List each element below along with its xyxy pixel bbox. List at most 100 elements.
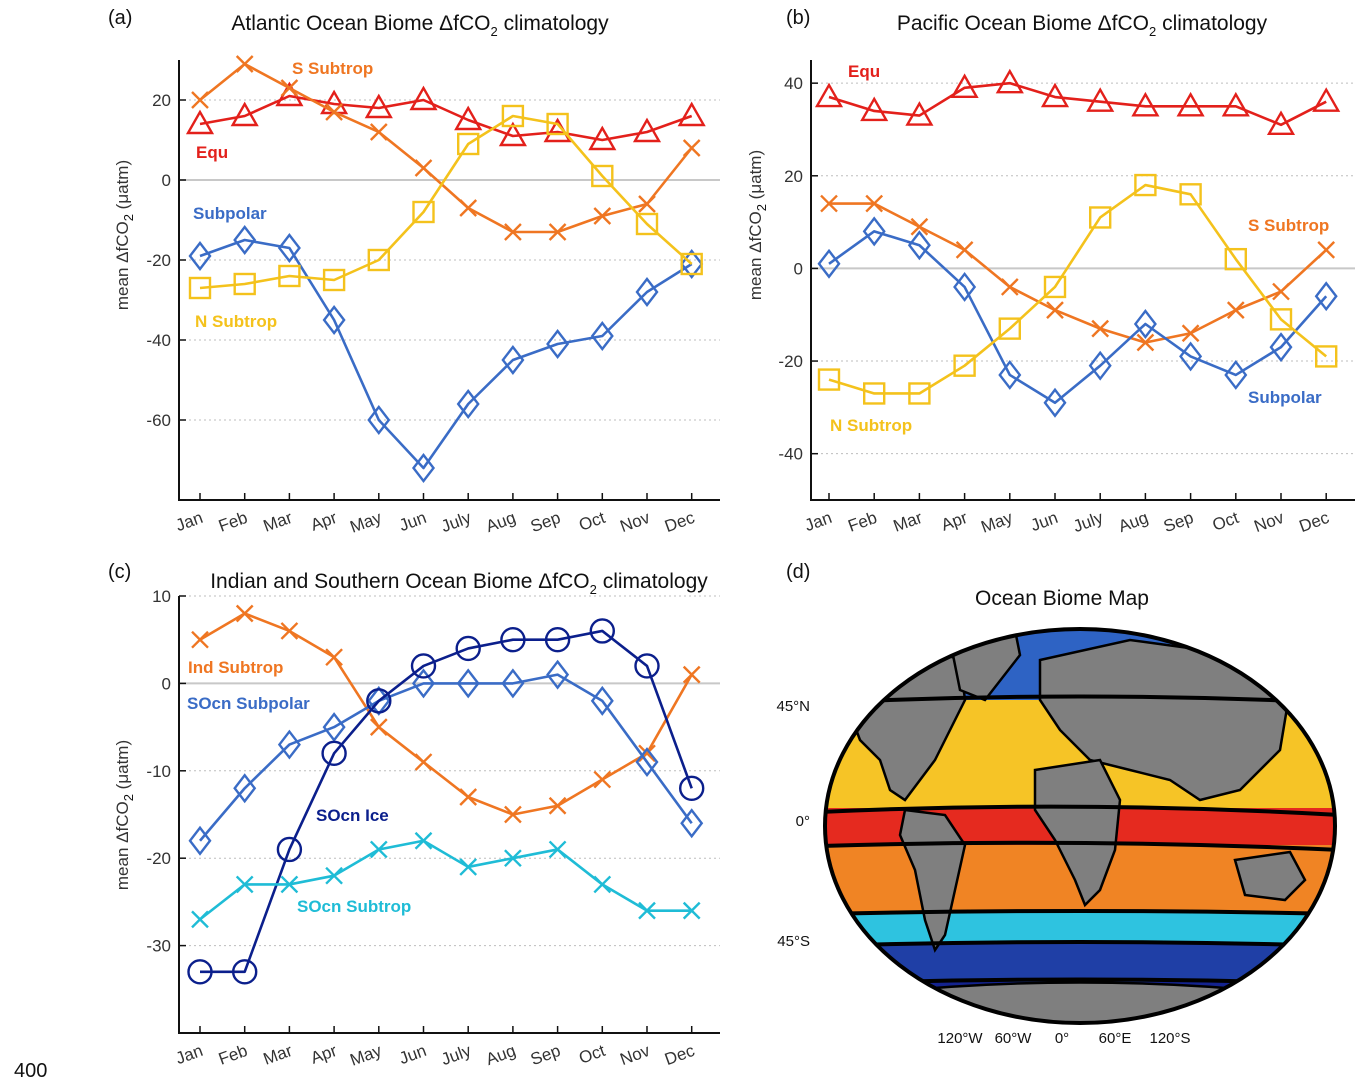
- data-point-x: [280, 622, 299, 640]
- data-point-x: [593, 875, 612, 894]
- panel-a-title: Atlantic Ocean Biome ΔfCO2 climatology: [231, 12, 609, 39]
- x-tick-label: Nov: [617, 1041, 652, 1069]
- data-point-diamond: [546, 329, 570, 359]
- data-point-square: [908, 382, 931, 405]
- data-point-x: [235, 55, 254, 73]
- x-tick-label: Dec: [662, 1041, 697, 1069]
- series-socn-ice: [187, 618, 705, 985]
- map-globe: [825, 629, 1335, 1023]
- data-point-square: [1088, 206, 1112, 229]
- page-number: 400: [14, 1060, 47, 1078]
- map-land-australia: [1233, 850, 1307, 902]
- data-point-circle: [276, 836, 303, 863]
- x-tick-label: July: [439, 1041, 474, 1069]
- data-point-circle: [231, 959, 258, 985]
- map-boundary-socn-subtrop: [825, 940, 1335, 948]
- data-point-x: [638, 195, 656, 213]
- data-point-x: [235, 604, 254, 623]
- series-subpolar: [817, 216, 1338, 418]
- panel-b-title: Pacific Ocean Biome ΔfCO2 climatology: [897, 12, 1268, 39]
- data-point-diamond: [233, 773, 257, 804]
- panel-b-s-subtrop-label: S Subtrop: [1248, 216, 1329, 235]
- x-tick-label: Jun: [397, 508, 429, 535]
- data-point-square: [278, 264, 301, 288]
- data-point-square: [322, 268, 346, 292]
- series-s-subtrop: [820, 194, 1336, 352]
- data-point-x: [325, 866, 343, 885]
- panel-a-letter: (a): [108, 7, 132, 29]
- map-outline: [823, 627, 1337, 1025]
- map-lon-label-60e: 60°E: [1099, 1030, 1132, 1047]
- data-point-circle: [321, 740, 347, 767]
- x-tick-label: Nov: [617, 508, 652, 536]
- panel-c-socn-subtrop-label: SOcn Subtrop: [297, 897, 411, 916]
- x-tick-label: Nov: [1251, 508, 1286, 536]
- data-point-x: [593, 207, 612, 225]
- data-point-circle: [634, 653, 660, 679]
- data-point-diamond: [862, 216, 886, 247]
- data-point-x: [910, 217, 929, 236]
- x-tick-label: Aug: [483, 1041, 518, 1069]
- data-point-x: [235, 875, 254, 894]
- data-point-circle: [187, 959, 213, 985]
- series-equ: [185, 81, 706, 151]
- x-tick-label: Oct: [1210, 508, 1242, 535]
- y-tick-label: 0: [162, 674, 171, 693]
- data-point-x: [459, 199, 478, 217]
- map-boundary-subpolar: [825, 694, 1335, 705]
- x-tick-label: Jan: [173, 508, 205, 535]
- data-point-diamond: [953, 271, 977, 302]
- series-s-subtrop: [191, 55, 701, 241]
- series-line: [199, 114, 693, 290]
- data-point-triangle: [632, 117, 662, 143]
- panel-b-subpolar-label: Subpolar: [1248, 388, 1322, 407]
- panel-c-indian-southern-chart: (c) Indian and Southern Ocean Biome ΔfCO…: [108, 561, 720, 1070]
- data-point-x: [191, 91, 209, 109]
- data-point-x: [682, 665, 701, 684]
- data-point-circle: [455, 635, 481, 662]
- data-point-square: [457, 132, 480, 156]
- data-point-square: [233, 272, 256, 296]
- x-tick-label: Feb: [216, 508, 250, 536]
- data-point-diamond: [1088, 350, 1112, 381]
- x-tick-label: Feb: [216, 1041, 250, 1069]
- series-line: [199, 238, 693, 470]
- x-tick-label: Feb: [846, 508, 880, 536]
- data-point-square: [953, 354, 976, 377]
- data-point-diamond: [501, 668, 525, 699]
- map-title: Ocean Biome Map: [975, 587, 1149, 610]
- axis-lines: [178, 596, 720, 1034]
- panel-a-s-subtrop-label: S Subtrop: [292, 59, 373, 78]
- data-point-diamond: [635, 277, 659, 307]
- series-ind-subtrop: [191, 604, 701, 824]
- data-point-diamond: [907, 230, 931, 261]
- data-point-diamond: [277, 233, 301, 263]
- series-line: [829, 202, 1328, 344]
- data-point-x: [191, 910, 209, 929]
- data-point-triangle: [1176, 91, 1205, 117]
- y-tick-label: -20: [146, 849, 171, 868]
- data-point-square: [1269, 308, 1293, 331]
- series-subpolar: [188, 225, 704, 483]
- data-point-x: [504, 849, 522, 868]
- data-point-diamond: [1224, 359, 1248, 390]
- data-point-diamond: [188, 825, 212, 856]
- y-tick-label: -20: [778, 352, 803, 371]
- panel-b-pacific-chart: (b) Pacific Ocean Biome ΔfCO2 climatolog…: [746, 7, 1355, 537]
- data-point-diamond: [322, 305, 346, 335]
- panel-c-y-axis-label: mean ΔfCO2 (μatm): [113, 740, 136, 890]
- data-point-diamond: [635, 747, 659, 778]
- panel-b-letter: (b): [786, 7, 810, 29]
- data-point-triangle: [677, 101, 706, 127]
- data-point-square: [998, 317, 1021, 340]
- data-point-triangle: [454, 105, 483, 131]
- panel-a-n-subtrop-label: N Subtrop: [195, 312, 277, 331]
- map-lat-label-45s: 45°S: [777, 933, 810, 950]
- x-tick-label: Mar: [261, 1041, 295, 1069]
- data-point-diamond: [590, 321, 614, 351]
- data-point-triangle: [1131, 91, 1160, 117]
- x-tick-label: Sep: [1161, 508, 1196, 536]
- data-point-triangle: [1312, 87, 1341, 112]
- data-point-x: [1317, 241, 1336, 259]
- data-point-diamond: [501, 345, 525, 375]
